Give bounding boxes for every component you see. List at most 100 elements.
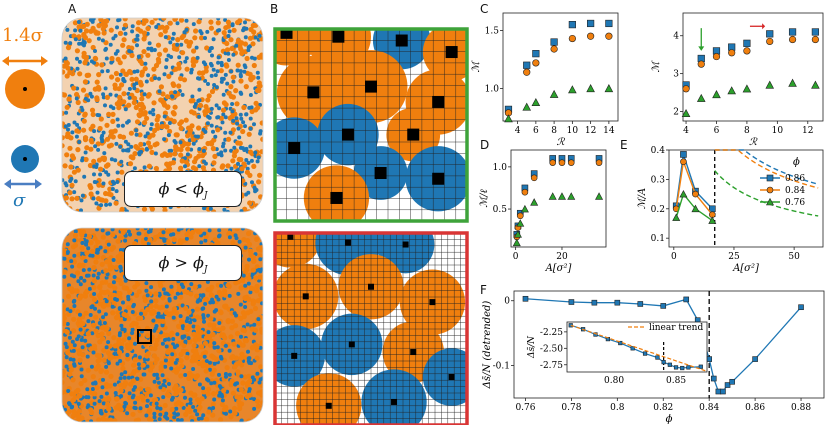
y-axis-label: ℳ/ℓ bbox=[479, 189, 490, 207]
x-tick-label: 0 bbox=[671, 252, 677, 262]
marker-triangle bbox=[727, 86, 736, 95]
x-tick-label: 10 bbox=[772, 126, 784, 136]
x-tick-label: 50 bbox=[788, 252, 800, 262]
x-tick-label: 10 bbox=[567, 126, 579, 136]
x-tick-label: 25 bbox=[728, 252, 740, 262]
center-cell bbox=[332, 30, 345, 43]
green-arrow-head bbox=[698, 46, 705, 51]
marker-circle bbox=[680, 158, 687, 166]
particle-disc bbox=[422, 348, 467, 406]
chart-C-left: 4 6 8 10 12 14 1.0 1.5 ℛ ℳ bbox=[471, 12, 619, 148]
marker-square bbox=[593, 332, 598, 337]
x-tick-label: 0.84 bbox=[699, 403, 719, 413]
marker-triangle bbox=[549, 89, 559, 98]
fit-curve bbox=[714, 149, 819, 189]
y-axis-label: ℳ bbox=[651, 60, 662, 72]
red-arrow-head bbox=[762, 23, 766, 30]
center-cell bbox=[429, 299, 436, 306]
x-tick-label: 20 bbox=[556, 252, 568, 262]
marker-square bbox=[766, 174, 774, 182]
y-tick-label: 2 bbox=[673, 108, 679, 118]
center-cell bbox=[365, 80, 377, 93]
marker-circle bbox=[595, 159, 603, 166]
x-axis-label: A[σ²] bbox=[732, 263, 759, 274]
phi-below-jamming-box: ϕ < ϕJ bbox=[124, 171, 242, 207]
particle-disc bbox=[275, 325, 325, 387]
x-tick-label: 6 bbox=[714, 126, 720, 136]
x-tick-label: 8 bbox=[551, 126, 557, 136]
small-arrow-head-left bbox=[4, 179, 11, 189]
chart-E: 0 25 50 0.1 0.2 0.3 0.4 A[σ²] ℳ/A ϕ 0.86 0.84 0.76 bbox=[637, 146, 824, 274]
x-tick-label: 0.8 bbox=[610, 403, 625, 413]
center-cell bbox=[287, 233, 294, 240]
marker-square bbox=[686, 365, 691, 370]
center-cell bbox=[432, 95, 445, 108]
marker-circle bbox=[550, 45, 558, 53]
configuration-frame bbox=[61, 227, 264, 423]
marker-square bbox=[523, 61, 531, 69]
marker-square bbox=[729, 378, 735, 385]
center-cell bbox=[307, 86, 320, 99]
marker-circle bbox=[521, 188, 529, 196]
grid-frame-2 bbox=[273, 231, 469, 425]
marker-triangle bbox=[504, 114, 513, 123]
marker-square bbox=[642, 351, 648, 356]
marker-triangle bbox=[586, 84, 595, 93]
marker-triangle bbox=[522, 102, 532, 111]
x-tick-label: 0.82 bbox=[653, 403, 673, 413]
marker-triangle bbox=[595, 192, 604, 200]
marker-square bbox=[811, 28, 819, 36]
marker-square bbox=[587, 19, 595, 28]
marker-triangle bbox=[765, 197, 775, 206]
marker-circle bbox=[712, 52, 721, 61]
marker-square bbox=[637, 301, 644, 307]
marker-square bbox=[698, 364, 703, 369]
marker-triangle bbox=[712, 90, 721, 99]
marker-circle bbox=[766, 37, 774, 46]
x-tick-label: 4 bbox=[683, 126, 689, 136]
marker-triangle bbox=[672, 213, 681, 221]
particle-disc bbox=[275, 233, 322, 268]
marker-circle bbox=[516, 212, 524, 220]
size-legend bbox=[2, 56, 48, 189]
marker-triangle bbox=[568, 85, 577, 94]
marker-square bbox=[720, 388, 726, 395]
axes-frame bbox=[502, 12, 619, 122]
marker-square bbox=[706, 356, 712, 362]
y-tick-label: 0.1 bbox=[651, 234, 665, 244]
marker-triangle bbox=[530, 198, 539, 206]
marker-square bbox=[605, 19, 613, 28]
marker-circle bbox=[567, 159, 575, 166]
fit-curve bbox=[714, 170, 819, 217]
series-line bbox=[675, 158, 713, 216]
marker-square bbox=[661, 360, 666, 365]
center-cell bbox=[280, 29, 293, 39]
y-tick-label: 1.5 bbox=[485, 26, 500, 36]
center-cell bbox=[410, 349, 417, 356]
panel-label-f: F bbox=[480, 283, 487, 297]
center-cell bbox=[402, 241, 409, 248]
center-cell bbox=[374, 167, 387, 179]
grid-panel-1 bbox=[275, 29, 467, 221]
marker-triangle bbox=[742, 84, 752, 93]
legend-label: 0.86 bbox=[785, 174, 805, 184]
marker-square bbox=[550, 38, 558, 46]
marker-square bbox=[667, 362, 672, 367]
panel-label-c: C bbox=[480, 2, 489, 16]
y-axis-label: ℳ bbox=[471, 60, 482, 72]
marker-circle bbox=[697, 60, 705, 68]
y-axis-label: Δs̄/N (detrended) bbox=[482, 301, 493, 390]
y-tick-label: 0.5 bbox=[493, 205, 508, 215]
axes-frame bbox=[513, 290, 825, 399]
marker-triangle bbox=[516, 219, 525, 227]
phi-above-jamming-box: ϕ > ϕJ bbox=[124, 245, 242, 281]
center-cell bbox=[291, 352, 298, 359]
marker-circle bbox=[568, 34, 576, 43]
marker-triangle bbox=[567, 192, 576, 200]
marker-square bbox=[798, 304, 804, 311]
inset-frame bbox=[566, 321, 708, 373]
marker-triangle bbox=[512, 238, 521, 247]
panel-label-e: E bbox=[620, 138, 628, 152]
inset-y-tick-label: -2.25 bbox=[540, 328, 563, 338]
marker-square bbox=[680, 151, 687, 158]
